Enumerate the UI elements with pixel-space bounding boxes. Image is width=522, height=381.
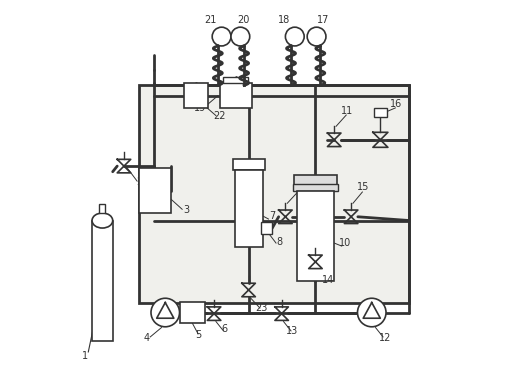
Bar [99, 203, 105, 213]
Bar [296, 190, 334, 281]
Circle shape [358, 298, 386, 327]
Text: 19: 19 [194, 103, 206, 113]
Bar [223, 77, 248, 83]
Text: 4: 4 [144, 333, 149, 343]
Circle shape [286, 27, 304, 46]
Bar [180, 302, 205, 323]
Bar [233, 158, 265, 170]
Text: 14: 14 [322, 275, 334, 285]
Text: 1: 1 [81, 351, 88, 362]
Text: 12: 12 [378, 333, 391, 343]
Text: 20: 20 [237, 15, 249, 26]
Bar [293, 184, 338, 190]
Text: 11: 11 [341, 106, 353, 115]
Text: 23: 23 [256, 303, 268, 313]
Bar [374, 108, 387, 117]
Text: 9: 9 [295, 183, 301, 193]
Text: 18: 18 [278, 15, 290, 26]
Circle shape [307, 27, 326, 46]
Text: 5: 5 [195, 330, 201, 340]
Bar [294, 176, 337, 185]
Circle shape [231, 27, 250, 46]
Ellipse shape [92, 213, 113, 228]
Bar [92, 221, 113, 341]
Circle shape [151, 298, 180, 327]
Text: 3: 3 [183, 205, 189, 215]
Text: 6: 6 [221, 324, 228, 335]
Text: 21: 21 [204, 15, 217, 26]
Text: 2: 2 [136, 177, 142, 187]
Bar [261, 223, 272, 234]
Bar [235, 170, 263, 247]
Text: 16: 16 [390, 99, 402, 109]
Bar [139, 85, 409, 303]
Text: 7: 7 [269, 211, 276, 221]
Text: 22: 22 [213, 111, 226, 122]
Circle shape [212, 27, 231, 46]
Text: 15: 15 [357, 182, 370, 192]
Text: 10: 10 [339, 238, 352, 248]
Bar [184, 83, 208, 108]
Bar [220, 83, 252, 108]
Bar [139, 168, 171, 213]
Text: 13: 13 [286, 325, 298, 336]
Text: 8: 8 [277, 237, 283, 247]
Text: 17: 17 [317, 15, 329, 26]
